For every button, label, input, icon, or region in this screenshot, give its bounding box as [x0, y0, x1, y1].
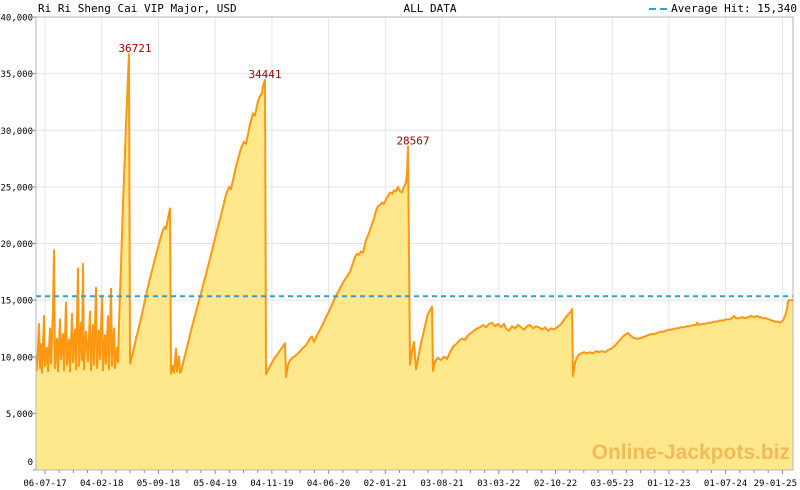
x-tick-label: 04-06-20 [307, 479, 350, 489]
y-tick-label: 5,000 [6, 410, 33, 420]
x-tick-label: 05-04-19 [194, 479, 237, 489]
x-tick-label: 29-01-25 [754, 479, 797, 489]
area-fill [36, 54, 793, 470]
average-line-dash-icon [660, 7, 668, 10]
x-tick-label: 03-05-23 [591, 479, 634, 489]
watermark: Online-Jackpots.biz [591, 441, 790, 464]
y-tick-label: 10,000 [0, 353, 33, 363]
y-tick-label: 0 [28, 458, 33, 468]
chart-header: Ri Ri Sheng Cai VIP Major, USD ALL DATA … [0, 1, 800, 17]
x-tick-label: 02-10-22 [534, 479, 577, 489]
average-line-dash-icon [649, 7, 657, 10]
y-tick-label: 25,000 [0, 183, 33, 193]
chart-title: Ri Ri Sheng Cai VIP Major, USD [38, 2, 237, 15]
chart-period-label: ALL DATA [403, 2, 457, 15]
y-tick-label: 40,000 [0, 14, 33, 24]
average-hit-label: Average Hit: 15,340 [671, 2, 797, 15]
peak-annotation: 34441 [248, 68, 281, 81]
average-hit-legend: Average Hit: 15,340 [649, 2, 797, 15]
peak-annotation: 36721 [118, 42, 151, 55]
x-tick-label: 05-09-18 [137, 479, 180, 489]
x-tick-label: 04-11-19 [250, 479, 293, 489]
x-tick-label: 01-07-24 [704, 479, 747, 489]
y-tick-label: 35,000 [0, 70, 33, 80]
x-tick-label: 03-08-21 [420, 479, 463, 489]
peak-annotation: 28567 [396, 135, 429, 148]
x-tick-label: 01-12-23 [647, 479, 690, 489]
y-tick-label: 30,000 [0, 127, 33, 137]
x-tick-label: 03-03-22 [477, 479, 520, 489]
x-tick-label: 06-07-17 [23, 479, 66, 489]
x-tick-label: 02-01-21 [364, 479, 407, 489]
series-line [35, 53, 794, 379]
y-tick-label: 15,000 [0, 297, 33, 307]
x-tick-label: 04-02-18 [80, 479, 123, 489]
y-tick-label: 20,000 [0, 240, 33, 250]
